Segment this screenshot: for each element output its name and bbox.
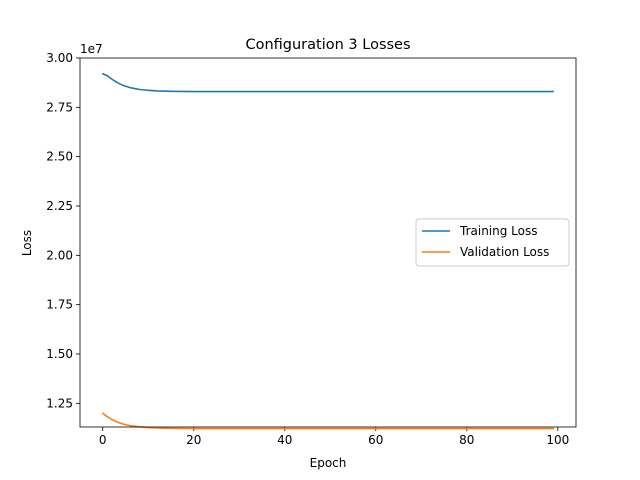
series-group — [101, 72, 555, 430]
plot-frame — [79, 57, 577, 428]
legend-label: Validation Loss — [460, 245, 549, 259]
chart-title: Configuration 3 Losses — [245, 37, 410, 53]
x-tick-label: 60 — [368, 433, 383, 447]
y-tick-label: 2.75 — [46, 100, 73, 114]
legend: Training Loss Validation Loss — [415, 218, 570, 267]
series-line-training-loss — [101, 72, 555, 93]
y-axis-offset-label: 1e7 — [80, 42, 103, 56]
x-tick-label: 80 — [459, 433, 474, 447]
y-tick-label: 2.25 — [46, 199, 73, 213]
y-tick-label: 2.50 — [46, 150, 73, 164]
y-tick-label: 1.75 — [46, 298, 73, 312]
x-tick-label: 20 — [186, 433, 201, 447]
y-tick-label: 1.50 — [46, 347, 73, 361]
y-tick-label: 1.25 — [46, 396, 73, 410]
legend-label: Training Loss — [459, 224, 537, 238]
series-line-validation-loss — [101, 412, 555, 430]
x-tick-label: 100 — [546, 433, 569, 447]
y-axis-label: Loss — [20, 230, 34, 256]
x-tick-label: 0 — [99, 433, 107, 447]
ticks-group: 0 20 40 60 80 100 1.25 1.50 1.75 2.00 2.25 2.50 2.75… — [46, 51, 569, 447]
y-tick-label: 2.00 — [46, 248, 73, 262]
x-axis-label: Epoch — [310, 456, 347, 470]
legend-box — [415, 218, 570, 267]
y-tick-label: 3.00 — [46, 51, 73, 65]
x-tick-label: 40 — [277, 433, 292, 447]
